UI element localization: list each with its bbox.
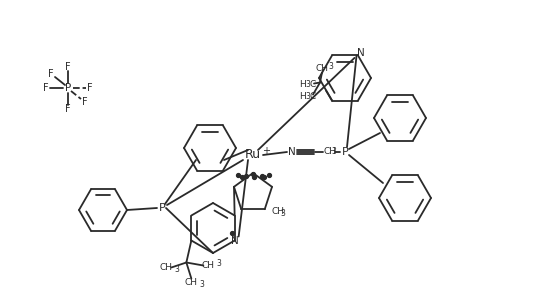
Text: CH: CH — [271, 206, 284, 216]
Text: CH: CH — [160, 263, 173, 272]
Text: C: C — [310, 92, 316, 101]
Text: +: + — [262, 146, 270, 156]
Text: 3: 3 — [306, 92, 310, 101]
Text: 3: 3 — [199, 280, 204, 289]
Text: CH: CH — [316, 64, 328, 73]
Text: CH: CH — [324, 147, 337, 157]
Text: CH: CH — [202, 261, 215, 270]
Text: 3: 3 — [280, 209, 285, 218]
Text: N: N — [288, 147, 296, 157]
Text: F: F — [65, 62, 71, 72]
Text: H: H — [299, 80, 305, 89]
Text: P: P — [65, 83, 71, 93]
Text: 3: 3 — [174, 265, 179, 274]
Text: P: P — [158, 203, 166, 213]
Text: 3: 3 — [328, 62, 333, 71]
Text: N: N — [231, 235, 239, 246]
Text: F: F — [82, 97, 88, 107]
Text: Ru: Ru — [245, 148, 261, 162]
Text: F: F — [87, 83, 93, 93]
Text: P: P — [342, 147, 348, 157]
Text: 3: 3 — [306, 80, 310, 89]
Text: H: H — [299, 92, 305, 101]
Text: 3: 3 — [216, 259, 221, 268]
Text: C: C — [310, 80, 316, 89]
Text: F: F — [43, 83, 49, 93]
Text: F: F — [65, 104, 71, 114]
Text: CH: CH — [185, 278, 198, 287]
Text: F: F — [48, 69, 54, 79]
Text: 3: 3 — [332, 147, 337, 156]
Text: N: N — [356, 48, 364, 58]
